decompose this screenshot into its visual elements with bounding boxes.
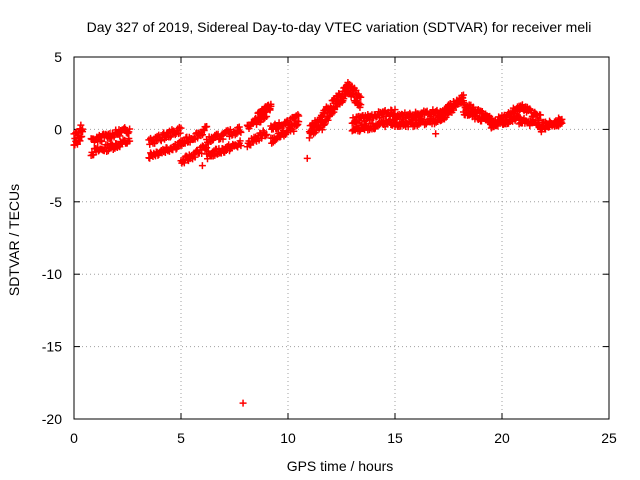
data-point [199, 131, 207, 139]
data-point [293, 117, 301, 125]
data-point [237, 128, 245, 136]
axis-layer: 0 5 10 15 20 25 -20 -15 -10 -5 0 5 [42, 49, 617, 446]
data-point [267, 100, 275, 108]
data-point [198, 162, 206, 170]
data-point [146, 140, 154, 148]
data-point [303, 154, 311, 162]
y-tick-label: 0 [54, 121, 62, 137]
data-point [324, 116, 332, 124]
data-point [357, 93, 365, 101]
data-point [385, 112, 393, 120]
data-point [126, 125, 134, 133]
data-point [294, 111, 302, 119]
data-point [78, 126, 86, 134]
data-point [262, 132, 270, 140]
data-point [157, 137, 165, 145]
data-point [558, 115, 566, 123]
data-point [325, 113, 333, 121]
y-tick-label: -15 [42, 339, 62, 355]
data-point [258, 110, 266, 118]
x-tick-label: 20 [494, 430, 510, 446]
data-point [327, 104, 335, 112]
data-point [191, 153, 199, 161]
data-point [263, 130, 271, 138]
x-tick-label: 0 [70, 430, 78, 446]
data-point [98, 137, 106, 145]
data-point [76, 137, 84, 145]
data-point [266, 105, 274, 113]
y-axis-label: SDTVAR / TECUs [6, 184, 22, 296]
data-point [257, 118, 265, 126]
data-point [171, 131, 179, 139]
data-point [236, 127, 244, 135]
data-point [321, 120, 329, 128]
data-point [432, 130, 440, 138]
data-point [79, 125, 87, 133]
data-point [309, 122, 317, 130]
data-point [318, 126, 326, 134]
data-point [124, 129, 132, 137]
data-point [391, 106, 399, 114]
data-point [235, 123, 243, 131]
data-point [537, 111, 545, 119]
data-point [263, 113, 271, 121]
data-point [203, 144, 211, 152]
x-tick-label: 5 [177, 430, 185, 446]
data-point [556, 120, 564, 128]
data-point [484, 114, 492, 122]
data-point [177, 124, 185, 132]
data-point [239, 399, 247, 407]
data-point [236, 137, 244, 145]
data-point [237, 142, 245, 150]
data-point [357, 101, 365, 109]
data-point [219, 135, 227, 143]
data-point [307, 126, 315, 134]
data-point [305, 134, 313, 142]
y-tick-label: -20 [42, 411, 62, 427]
data-point [249, 119, 257, 127]
data-point [126, 137, 134, 145]
data-point [352, 86, 360, 94]
data-point [473, 109, 481, 117]
data-point [166, 133, 174, 141]
x-tick-label: 10 [280, 430, 296, 446]
chart-title: Day 327 of 2019, Sidereal Day-to-day VTE… [87, 19, 592, 35]
x-axis-label: GPS time / hours [287, 458, 394, 474]
data-points-layer [70, 78, 566, 407]
plot-frame [73, 56, 610, 420]
data-point [295, 112, 303, 120]
data-point [200, 127, 208, 135]
y-tick-label: 5 [54, 49, 62, 65]
data-point [287, 120, 295, 128]
y-tick-label: -5 [50, 194, 63, 210]
data-point [180, 159, 188, 167]
data-point [526, 105, 534, 113]
data-point [290, 127, 298, 135]
x-tick-label: 25 [601, 430, 617, 446]
data-point [537, 123, 545, 131]
data-point [336, 94, 344, 102]
data-point [116, 132, 124, 140]
x-tick-label: 15 [387, 430, 403, 446]
data-point [494, 122, 502, 130]
data-point [203, 123, 211, 131]
data-point [459, 91, 467, 99]
data-point [77, 121, 85, 129]
y-tick-label: -10 [42, 266, 62, 282]
data-point [176, 129, 184, 137]
data-point [265, 105, 273, 113]
data-point [440, 110, 448, 118]
data-point [320, 121, 328, 129]
